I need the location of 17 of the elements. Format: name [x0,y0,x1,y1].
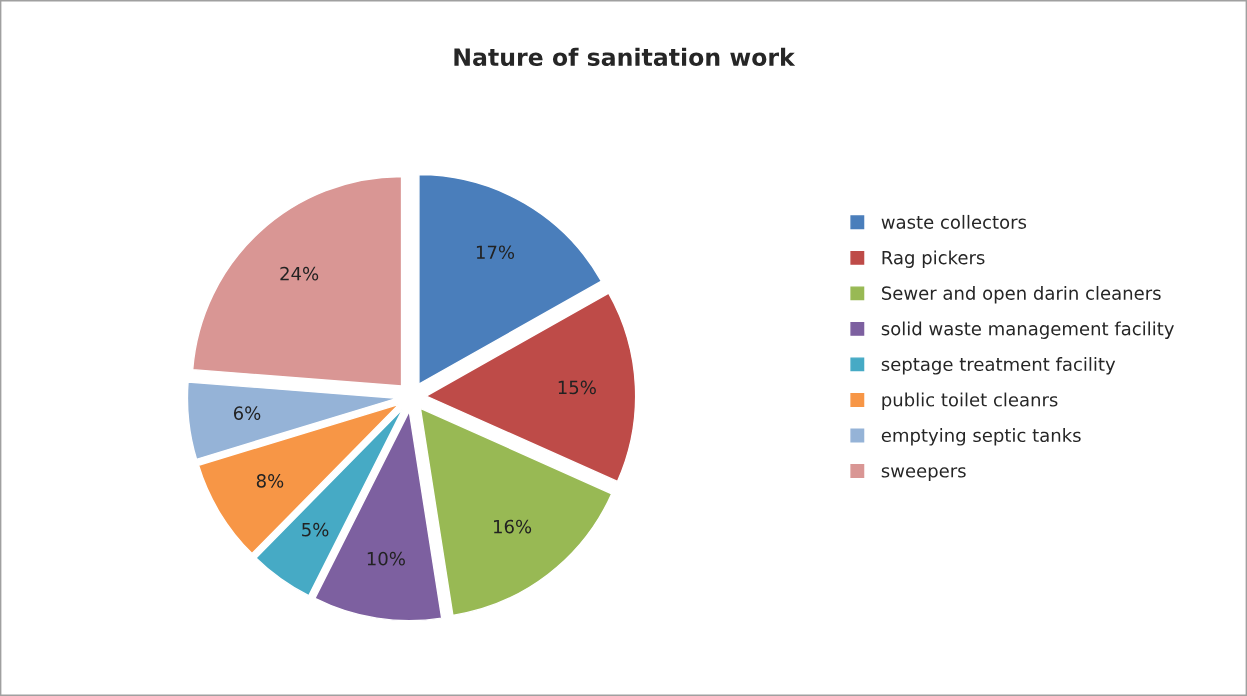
legend-label: waste collectors [881,214,1027,229]
data-label: 6% [233,406,261,420]
legend-label: Sewer and open darin cleaners [881,285,1161,304]
data-label: 16% [494,519,532,534]
legend-label: septage treatment facility [881,357,1116,375]
data-label: 10% [367,551,405,566]
legend-label: public toilet cleanrs [882,392,1058,411]
data-label: 8% [256,474,284,488]
legend-label: emptying septic tanks [881,428,1081,446]
legend-label: sweepers [881,467,966,482]
data-label: 24% [280,266,319,281]
legend-label: Rag pickers [882,250,985,268]
data-label: 17% [476,245,515,260]
data-label: 5% [302,522,329,537]
legend-label: solid waste management facility [881,321,1174,339]
chart-title: Nature of sanitation work [454,47,796,67]
data-label: 15% [558,380,596,395]
